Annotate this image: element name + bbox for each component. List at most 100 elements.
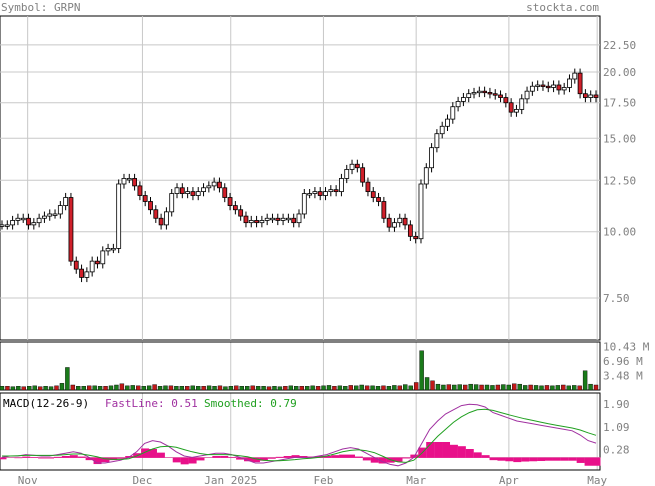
candle-body — [285, 217, 291, 221]
volume-bar — [479, 384, 484, 391]
candle-body — [100, 250, 106, 265]
candle-body — [20, 217, 26, 221]
price-tick-label: 10.00 — [603, 226, 636, 239]
candle-body — [201, 187, 206, 193]
candle-body — [407, 224, 413, 237]
volume-bar — [76, 386, 81, 391]
macd-histogram-bar — [529, 457, 538, 462]
price-tick-label: 15.00 — [603, 132, 636, 145]
candle-body — [503, 97, 509, 104]
candle-body — [105, 248, 111, 252]
candle-body — [535, 84, 541, 87]
volume-bar — [457, 384, 462, 391]
volume-bar — [337, 385, 343, 391]
candle-body — [47, 213, 53, 217]
candle-body — [217, 181, 222, 189]
macd-histogram-bar — [291, 455, 300, 458]
volume-bar — [86, 385, 92, 391]
macd-histogram-bar — [497, 457, 506, 461]
volume-bar — [283, 386, 288, 391]
candle-body — [402, 217, 408, 226]
candle-body — [323, 191, 328, 196]
candle-body — [132, 178, 137, 187]
volume-bar — [506, 384, 512, 391]
volume-bar — [446, 384, 452, 391]
volume-bar — [533, 385, 539, 391]
volume-bar — [490, 385, 495, 391]
macd-histogram-bar — [346, 454, 355, 458]
macd-histogram-bar — [46, 457, 55, 459]
macd-histogram-bar — [283, 456, 292, 458]
volume-bar — [593, 384, 599, 391]
candle-body — [153, 209, 159, 219]
candle-body — [52, 213, 58, 216]
candle-body — [296, 213, 302, 224]
macd-histogram-bar — [331, 455, 340, 458]
candle-body — [461, 97, 466, 102]
candle-body — [434, 133, 440, 149]
volume-bar — [32, 385, 37, 391]
macd-histogram-bar — [544, 457, 553, 461]
candle-body — [577, 72, 583, 95]
macd-histogram-bar — [568, 457, 577, 461]
price-tick-label: 22.50 — [603, 39, 636, 52]
candle-body — [476, 90, 482, 94]
macd-histogram-bar — [61, 456, 70, 458]
volume-bar — [343, 386, 348, 391]
macd-fastline-label: FastLine: 0.51 — [105, 397, 198, 410]
volume-bar — [81, 386, 86, 391]
candle-body — [429, 147, 434, 169]
candle-body — [10, 220, 16, 226]
candle-body — [582, 93, 588, 98]
macd-histogram-bar — [457, 446, 466, 458]
volume-bar — [37, 386, 43, 391]
site-link[interactable]: stockta.com — [526, 1, 599, 14]
volume-bar — [43, 386, 48, 391]
candle-body — [588, 94, 594, 98]
volume-bar — [217, 385, 223, 391]
macd-histogram-bar — [378, 457, 387, 464]
candle-body — [238, 209, 244, 217]
volume-bar — [550, 385, 555, 391]
candle-body — [63, 197, 69, 206]
price-tick-label: 7.50 — [603, 292, 630, 305]
volume-bar — [223, 386, 228, 391]
volume-bar — [304, 386, 310, 391]
volume-bar — [163, 385, 168, 391]
volume-bar — [528, 384, 533, 391]
candle-body — [89, 260, 95, 273]
x-tick-label: Dec — [133, 474, 153, 486]
candle-body — [121, 178, 127, 185]
macd-histogram-bar — [489, 457, 498, 461]
macd-histogram-bar — [354, 456, 363, 458]
candle-body — [593, 94, 599, 98]
macd-histogram-bar — [576, 457, 585, 463]
candle-body — [110, 248, 116, 251]
candle-body — [333, 189, 339, 193]
volume-bar — [424, 377, 430, 391]
candle-body — [349, 163, 355, 170]
macd-histogram-bar — [22, 456, 31, 458]
candle-body — [126, 178, 132, 181]
candle-body — [95, 260, 100, 265]
candle-body — [270, 217, 275, 221]
volume-bar — [359, 384, 364, 391]
candle-body — [551, 84, 556, 88]
x-tick-label: Feb — [314, 474, 334, 486]
candle-body — [275, 217, 281, 221]
macd-histogram-bar — [442, 442, 451, 458]
macd-histogram-bar — [212, 456, 221, 458]
volume-bar — [375, 386, 381, 391]
macd-histogram-bar — [172, 457, 181, 463]
macd-histogram-bar — [339, 454, 348, 458]
volume-bar — [452, 384, 457, 391]
symbol-label: Symbol: GRPN — [1, 1, 80, 14]
macd-histogram-bar — [0, 457, 7, 460]
volume-bar — [250, 385, 255, 391]
volume-bar — [5, 386, 10, 391]
macd-histogram-bar — [362, 457, 371, 461]
candle-body — [142, 195, 148, 202]
macd-histogram-bar — [465, 449, 474, 458]
candle-body — [307, 193, 313, 196]
